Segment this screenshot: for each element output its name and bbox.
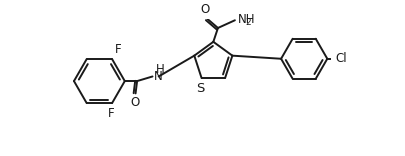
Text: 2: 2 <box>245 18 251 27</box>
Text: NH: NH <box>238 13 256 26</box>
Text: H: H <box>156 63 165 76</box>
Text: F: F <box>114 43 121 56</box>
Text: S: S <box>196 82 205 95</box>
Text: F: F <box>108 107 115 120</box>
Text: O: O <box>130 97 139 110</box>
Text: Cl: Cl <box>335 52 347 65</box>
Text: O: O <box>200 3 209 16</box>
Text: N: N <box>154 70 163 83</box>
